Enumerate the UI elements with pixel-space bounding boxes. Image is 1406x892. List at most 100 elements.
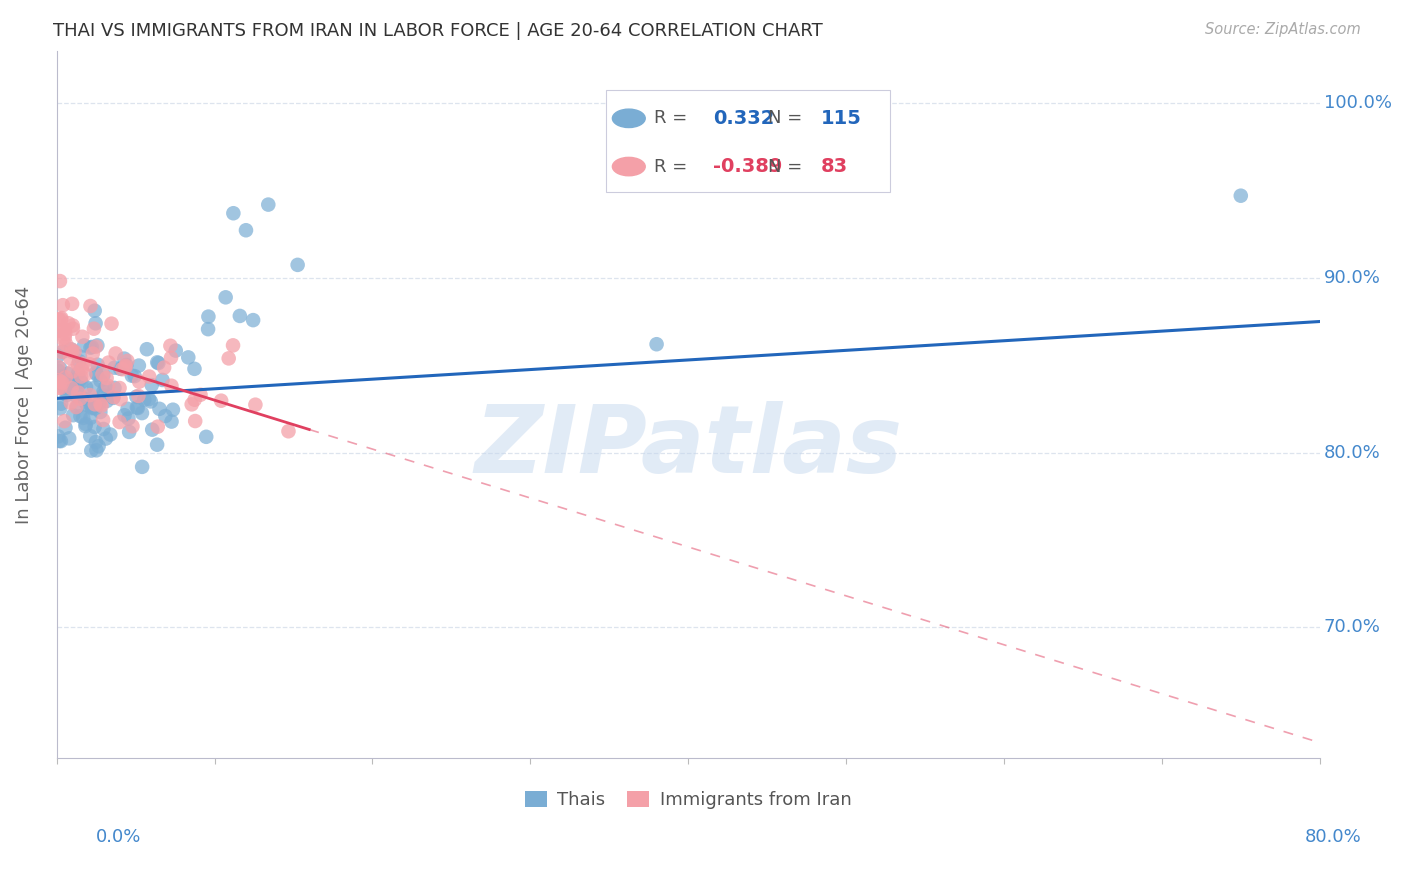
Point <box>79 299 101 313</box>
Point <box>79 341 101 355</box>
Point <box>287 258 309 272</box>
Point <box>139 394 162 409</box>
Point <box>58 316 80 330</box>
Point <box>131 406 153 420</box>
Point <box>214 290 236 304</box>
Point <box>67 366 90 380</box>
Point <box>51 369 73 384</box>
Point <box>108 415 131 429</box>
Point <box>53 326 76 341</box>
Point <box>46 349 69 363</box>
Point <box>128 359 150 373</box>
Point <box>96 371 118 385</box>
Point <box>117 401 139 416</box>
Point <box>66 401 89 415</box>
Point <box>242 313 264 327</box>
Point <box>183 361 205 376</box>
Point <box>60 297 83 311</box>
Point <box>91 368 114 382</box>
Point <box>72 410 94 425</box>
Point <box>86 443 108 458</box>
Point <box>65 400 87 414</box>
Point <box>73 392 96 406</box>
Text: 0.0%: 0.0% <box>96 828 141 846</box>
Point <box>66 358 89 372</box>
Point <box>91 413 114 427</box>
Point <box>84 340 107 354</box>
FancyBboxPatch shape <box>606 89 890 192</box>
Point <box>83 321 105 335</box>
Point <box>49 274 72 288</box>
Point <box>118 425 141 439</box>
Point <box>55 370 77 384</box>
Point <box>121 419 143 434</box>
Point <box>257 197 280 211</box>
Point <box>53 414 76 428</box>
Point <box>209 393 232 408</box>
Point <box>91 368 114 383</box>
Point <box>195 430 218 444</box>
Point <box>55 381 77 395</box>
Point <box>69 373 91 387</box>
Point <box>108 381 131 395</box>
Text: 70.0%: 70.0% <box>1323 618 1381 636</box>
Point <box>48 312 70 326</box>
Text: 83: 83 <box>821 157 848 176</box>
Point <box>49 312 72 326</box>
Text: 100.0%: 100.0% <box>1323 94 1392 112</box>
Text: ZIPatlas: ZIPatlas <box>474 401 903 493</box>
Point <box>155 409 177 423</box>
Point <box>80 340 103 354</box>
Point <box>49 361 72 376</box>
Point <box>84 435 107 450</box>
Circle shape <box>613 157 645 176</box>
Point <box>79 357 101 371</box>
Point <box>84 401 107 416</box>
Point <box>48 373 70 387</box>
Point <box>645 337 668 351</box>
Point <box>89 405 111 419</box>
Text: 0.332: 0.332 <box>713 109 775 128</box>
Point <box>183 392 205 407</box>
Point <box>62 322 84 336</box>
Point <box>62 373 84 387</box>
Point <box>59 351 82 365</box>
Point <box>94 432 117 446</box>
Point <box>141 423 163 437</box>
Point <box>131 459 153 474</box>
Point <box>62 408 84 422</box>
Point <box>60 364 83 378</box>
Point <box>89 396 111 410</box>
Circle shape <box>613 109 645 128</box>
Text: 115: 115 <box>821 109 862 128</box>
Legend: Thais, Immigrants from Iran: Thais, Immigrants from Iran <box>517 784 859 816</box>
Point <box>66 382 89 396</box>
Text: N =: N = <box>768 110 808 128</box>
Point <box>84 366 107 380</box>
Point <box>229 309 252 323</box>
Point <box>53 323 76 337</box>
Point <box>90 399 112 413</box>
Point <box>97 378 120 392</box>
Point <box>117 411 139 425</box>
Point <box>51 376 73 390</box>
Point <box>160 415 183 429</box>
Point <box>75 417 97 431</box>
Point <box>48 434 70 448</box>
Point <box>70 362 93 376</box>
Point <box>114 360 136 375</box>
Point <box>83 381 105 395</box>
Point <box>69 350 91 364</box>
Point <box>138 392 160 406</box>
Point <box>197 322 219 336</box>
Point <box>60 343 83 357</box>
Point <box>148 356 170 370</box>
Point <box>86 358 108 372</box>
Point <box>62 318 84 333</box>
Text: Source: ZipAtlas.com: Source: ZipAtlas.com <box>1205 22 1361 37</box>
Text: R =: R = <box>654 110 693 128</box>
Point <box>86 368 108 382</box>
Point <box>153 360 176 375</box>
Text: 90.0%: 90.0% <box>1323 268 1381 287</box>
Point <box>197 310 219 324</box>
